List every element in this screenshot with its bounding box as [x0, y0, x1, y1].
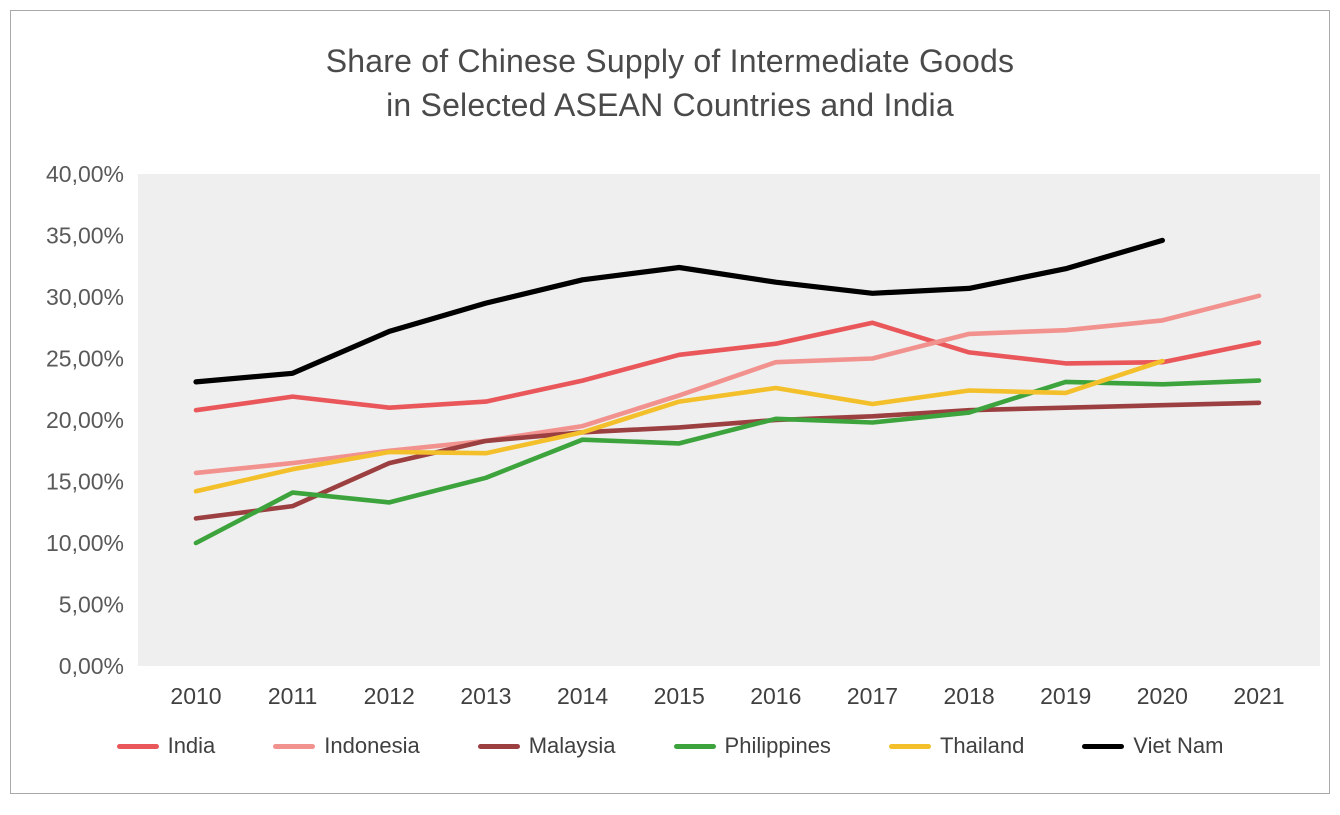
legend-item-india: India	[116, 733, 216, 759]
series-line-thailand	[193, 358, 1165, 494]
x-axis-tick-label: 2016	[750, 683, 801, 709]
legend-item-thailand: Thailand	[888, 733, 1025, 759]
chart-title-line2: in Selected ASEAN Countries and India	[386, 87, 954, 124]
legend-item-malaysia: Malaysia	[477, 733, 616, 759]
plot-area	[138, 174, 1320, 666]
legend-item-philippines: Philippines	[673, 733, 831, 759]
y-axis-tick-label: 40,00%	[46, 161, 124, 187]
legend-label: Philippines	[724, 733, 831, 758]
x-axis-tick-label: 2017	[847, 683, 898, 709]
y-axis-tick-label: 20,00%	[46, 407, 124, 433]
series-line-malaysia	[193, 400, 1262, 521]
legend-label: Thailand	[939, 733, 1025, 758]
x-axis-tick-label: 2019	[1040, 683, 1091, 709]
legend-swatch-thailand	[888, 743, 931, 749]
legend-swatch-india	[116, 743, 159, 749]
legend-swatch-viet-nam	[1082, 743, 1125, 749]
chart-title-line1: Share of Chinese Supply of Intermediate …	[325, 43, 1015, 79]
x-axis-tick-label: 2011	[268, 683, 317, 709]
x-axis-tick-label: 2013	[460, 683, 511, 709]
x-axis-tick-label: 2021	[1233, 683, 1284, 709]
x-axis-tick-label: 2020	[1137, 683, 1188, 709]
y-axis-tick-label: 5,00%	[59, 592, 124, 618]
legend-swatch-malaysia	[477, 743, 520, 749]
series-line-philippines	[193, 378, 1262, 546]
y-axis-tick-label: 30,00%	[46, 284, 124, 310]
legend-item-viet-nam: Viet Nam	[1082, 733, 1223, 759]
line-chart: 40,00% 35,00% 30,00% 25,00% 20,00% 15,00% 10,0…	[46, 161, 1320, 709]
x-axis-tick-label: 2014	[557, 683, 608, 709]
y-axis-tick-label: 10,00%	[46, 530, 124, 556]
legend-label: India	[167, 733, 216, 758]
y-axis-tick-label: 0,00%	[59, 653, 124, 679]
y-axis-tick-label: 25,00%	[46, 346, 124, 372]
x-axis-tick-label: 2012	[364, 683, 415, 709]
series-line-viet-nam	[193, 237, 1166, 385]
legend-label: Indonesia	[324, 733, 420, 758]
legend-label: Viet Nam	[1133, 733, 1224, 758]
y-axis-tick-label: 35,00%	[46, 223, 124, 249]
legend-label: Malaysia	[528, 733, 616, 758]
y-axis-tick-label: 15,00%	[46, 469, 124, 495]
x-axis-tick-label: 2015	[654, 683, 705, 709]
legend-item-indonesia: Indonesia	[273, 733, 420, 759]
x-axis-tick-label: 2010	[170, 683, 221, 709]
series-line-india	[193, 320, 1262, 413]
legend-swatch-indonesia	[273, 743, 316, 749]
chart-frame: 40,00% 35,00% 30,00% 25,00% 20,00% 15,00% 10,0…	[10, 10, 1330, 794]
x-axis-tick-label: 2018	[944, 683, 995, 709]
chart-title: Share of Chinese Supply of Intermediate …	[11, 39, 1329, 127]
chart-legend: India Indonesia Malaysia Philippines Thailan…	[11, 733, 1329, 759]
legend-swatch-philippines	[673, 743, 716, 749]
